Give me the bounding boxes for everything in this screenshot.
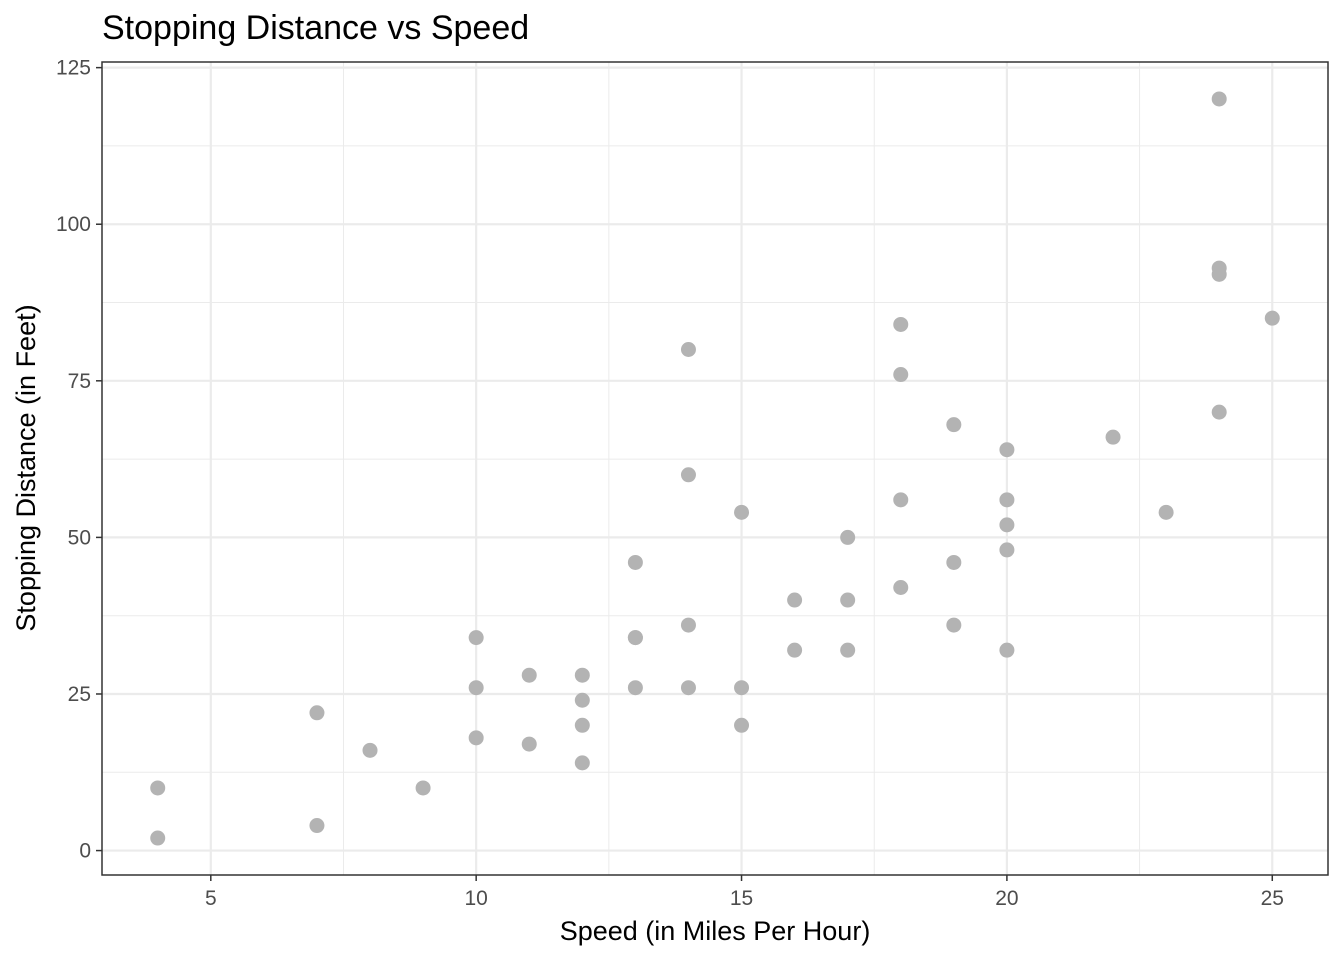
data-point [680,467,696,483]
data-point [574,755,590,771]
data-point [999,642,1015,658]
data-point [1211,260,1227,276]
y-tick-label: 50 [68,526,91,549]
data-point [309,705,325,721]
data-point [787,642,803,658]
y-tick-label: 125 [56,57,91,80]
data-point [840,592,856,608]
data-point [627,680,643,696]
data-point [999,492,1015,508]
data-point [787,592,803,608]
data-point [1211,91,1227,107]
data-point [1105,429,1121,445]
data-point [893,367,909,383]
data-points [150,91,1280,846]
data-point [574,667,590,683]
data-point [680,341,696,357]
data-point [999,542,1015,558]
y-tick-label: 100 [56,213,91,236]
data-point [574,717,590,733]
data-point [468,730,484,746]
data-point [946,554,962,570]
data-point [150,830,166,846]
y-tick-label: 75 [68,370,91,393]
plot-border [101,61,1329,876]
data-point [1158,504,1174,520]
data-point [840,529,856,545]
axis-ticks: 5 10 15 20 25 0 25 50 75 100 125 [56,57,1284,910]
data-point [680,617,696,633]
data-point [999,442,1015,458]
data-point [734,680,750,696]
data-point [734,717,750,733]
data-point [150,780,166,796]
data-point [521,667,537,683]
y-tick-label: 0 [79,840,91,863]
data-point [680,680,696,696]
data-point [840,642,856,658]
data-point [627,554,643,570]
y-axis-title: Stopping Distance (in Feet) [11,304,41,631]
y-tick-label: 25 [68,683,91,706]
x-tick-label: 20 [995,887,1018,910]
data-point [946,417,962,433]
data-point [734,504,750,520]
plot-panel [102,62,1328,875]
x-axis-title: Speed (in Miles Per Hour) [560,916,871,946]
data-point [521,736,537,752]
x-tick-label: 5 [205,887,217,910]
data-point [893,580,909,596]
data-point [1264,310,1280,326]
gridlines [102,62,1328,875]
x-tick-label: 10 [464,887,487,910]
data-point [627,630,643,646]
data-point [362,742,378,758]
data-point [999,517,1015,533]
chart-title: Stopping Distance vs Speed [102,9,529,47]
data-point [468,680,484,696]
data-point [468,630,484,646]
data-point [1211,404,1227,420]
data-point [309,818,325,834]
data-point [415,780,431,796]
data-point [893,316,909,332]
x-tick-label: 25 [1261,887,1284,910]
data-point [946,617,962,633]
x-tick-label: 15 [730,887,753,910]
data-point [893,492,909,508]
data-point [574,692,590,708]
